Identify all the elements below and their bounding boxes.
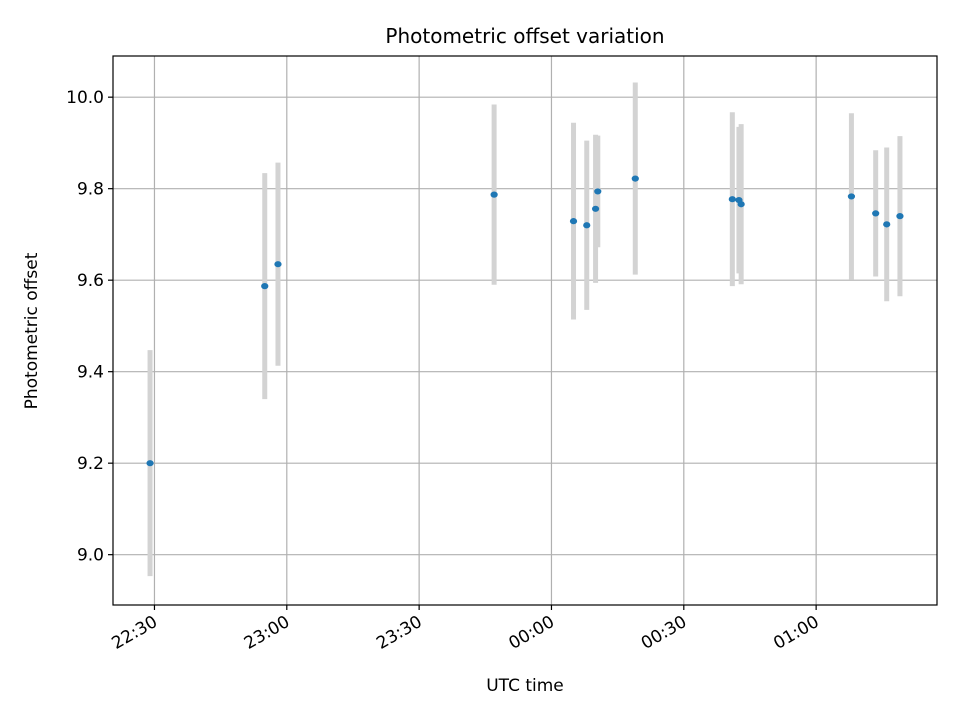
data-point xyxy=(728,196,736,203)
plot-frame xyxy=(112,55,938,606)
x-axis-label: UTC time xyxy=(486,676,564,696)
x-tick-label: 23:00 xyxy=(241,612,293,654)
data-point xyxy=(274,261,282,268)
error-bars xyxy=(147,82,903,577)
x-tick-label: 23:30 xyxy=(373,612,425,654)
y-tick-label: 9.4 xyxy=(77,363,104,383)
data-point xyxy=(737,201,745,208)
y-axis: 9.0 9.2 9.4 9.6 9.8 10.0 xyxy=(66,88,113,566)
x-tick-label: 22:30 xyxy=(109,612,161,654)
data-point xyxy=(146,460,154,467)
x-tick-label: 00:30 xyxy=(638,612,690,654)
x-axis: 22:30 23:00 23:30 00:00 00:30 01:00 xyxy=(109,605,823,654)
y-tick-label: 9.0 xyxy=(77,546,104,566)
data-point xyxy=(594,188,602,195)
data-point xyxy=(896,213,904,220)
data-point xyxy=(872,210,880,217)
data-point xyxy=(847,193,856,200)
data-point xyxy=(631,175,639,182)
grid xyxy=(113,56,937,605)
y-tick-label: 10.0 xyxy=(66,88,104,108)
data-point xyxy=(583,222,591,229)
data-point xyxy=(591,205,600,212)
data-point xyxy=(569,218,578,225)
x-tick-label: 00:00 xyxy=(506,612,558,654)
data-point xyxy=(883,221,891,228)
y-axis-label: Photometric offset xyxy=(22,252,42,409)
data-points xyxy=(146,175,904,467)
y-tick-label: 9.6 xyxy=(77,271,104,291)
y-tick-label: 9.2 xyxy=(77,454,104,474)
x-tick-label: 01:00 xyxy=(770,612,822,654)
chart-title: Photometric offset variation xyxy=(385,24,664,48)
data-point xyxy=(261,283,269,290)
y-tick-label: 9.8 xyxy=(77,180,104,200)
data-point xyxy=(490,191,498,198)
